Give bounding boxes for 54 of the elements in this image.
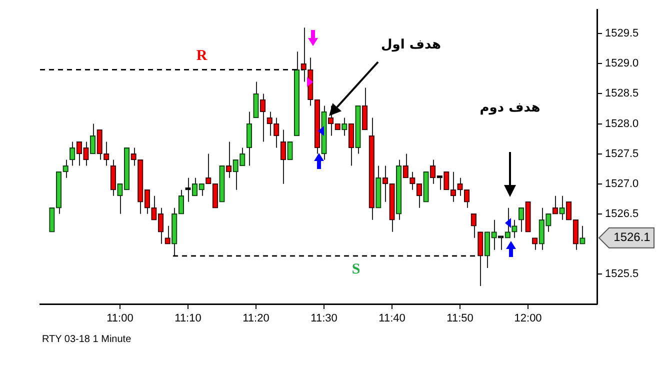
x-tick-label: 11:50 — [446, 312, 474, 325]
candlestick — [240, 147, 246, 166]
x-tick-label: 11:20 — [242, 312, 270, 325]
candlestick — [130, 147, 136, 166]
candlestick — [226, 141, 232, 178]
x-tick-label: 12:00 — [514, 312, 542, 325]
x-tick-label: 11:40 — [378, 312, 406, 325]
candlestick — [274, 117, 280, 148]
candlestick — [430, 159, 436, 184]
annotation: هدف اول — [381, 38, 441, 52]
candlestick — [96, 129, 102, 160]
candlestick — [470, 213, 476, 238]
candlestick — [559, 195, 565, 220]
candlestick — [300, 27, 306, 82]
candlestick — [70, 141, 76, 166]
candlestick — [266, 111, 272, 136]
y-tick-label: 1526.5 — [605, 208, 639, 220]
series-label: R — [196, 48, 208, 64]
candlestick — [478, 231, 484, 286]
candlestick — [580, 225, 586, 244]
candlestick — [538, 207, 544, 250]
candlestick — [348, 123, 354, 166]
x-tick-label: 11:10 — [174, 312, 202, 325]
y-tick-label: 1525.5 — [605, 268, 639, 280]
candlestick — [232, 159, 238, 190]
x-tick-label: 11:00 — [106, 312, 134, 325]
candlestick — [402, 153, 408, 178]
candlestick — [90, 123, 96, 154]
candlestick — [552, 195, 558, 214]
y-tick-label: 1527.5 — [605, 148, 639, 160]
candlestick — [280, 129, 286, 184]
candlestick — [164, 225, 170, 244]
candlestick — [512, 219, 518, 238]
candlestick — [260, 93, 266, 142]
candlestick — [104, 141, 110, 166]
candlestick — [546, 213, 552, 232]
candlestick — [362, 87, 368, 130]
y-tick-label: 1527.0 — [605, 178, 639, 190]
y-tick-label: 1529.0 — [605, 58, 639, 70]
annotation: هدف دوم — [480, 100, 540, 116]
y-tick-label: 1529.5 — [605, 28, 639, 40]
y-tick-label: 1528.0 — [605, 118, 639, 130]
y-tick-label: 1528.5 — [605, 88, 639, 100]
candlestick — [110, 159, 116, 196]
candlestick — [532, 237, 538, 250]
text: 1526.1 — [614, 230, 651, 244]
candlestick — [246, 111, 252, 166]
candlestick — [287, 141, 293, 160]
text: RTY 03-18 1 Minute — [42, 334, 132, 345]
x-tick-label: 11:30 — [310, 312, 338, 325]
candlestick — [253, 81, 259, 118]
series-label: S — [352, 261, 360, 278]
candlestick — [342, 117, 348, 136]
candlestick — [518, 207, 524, 232]
